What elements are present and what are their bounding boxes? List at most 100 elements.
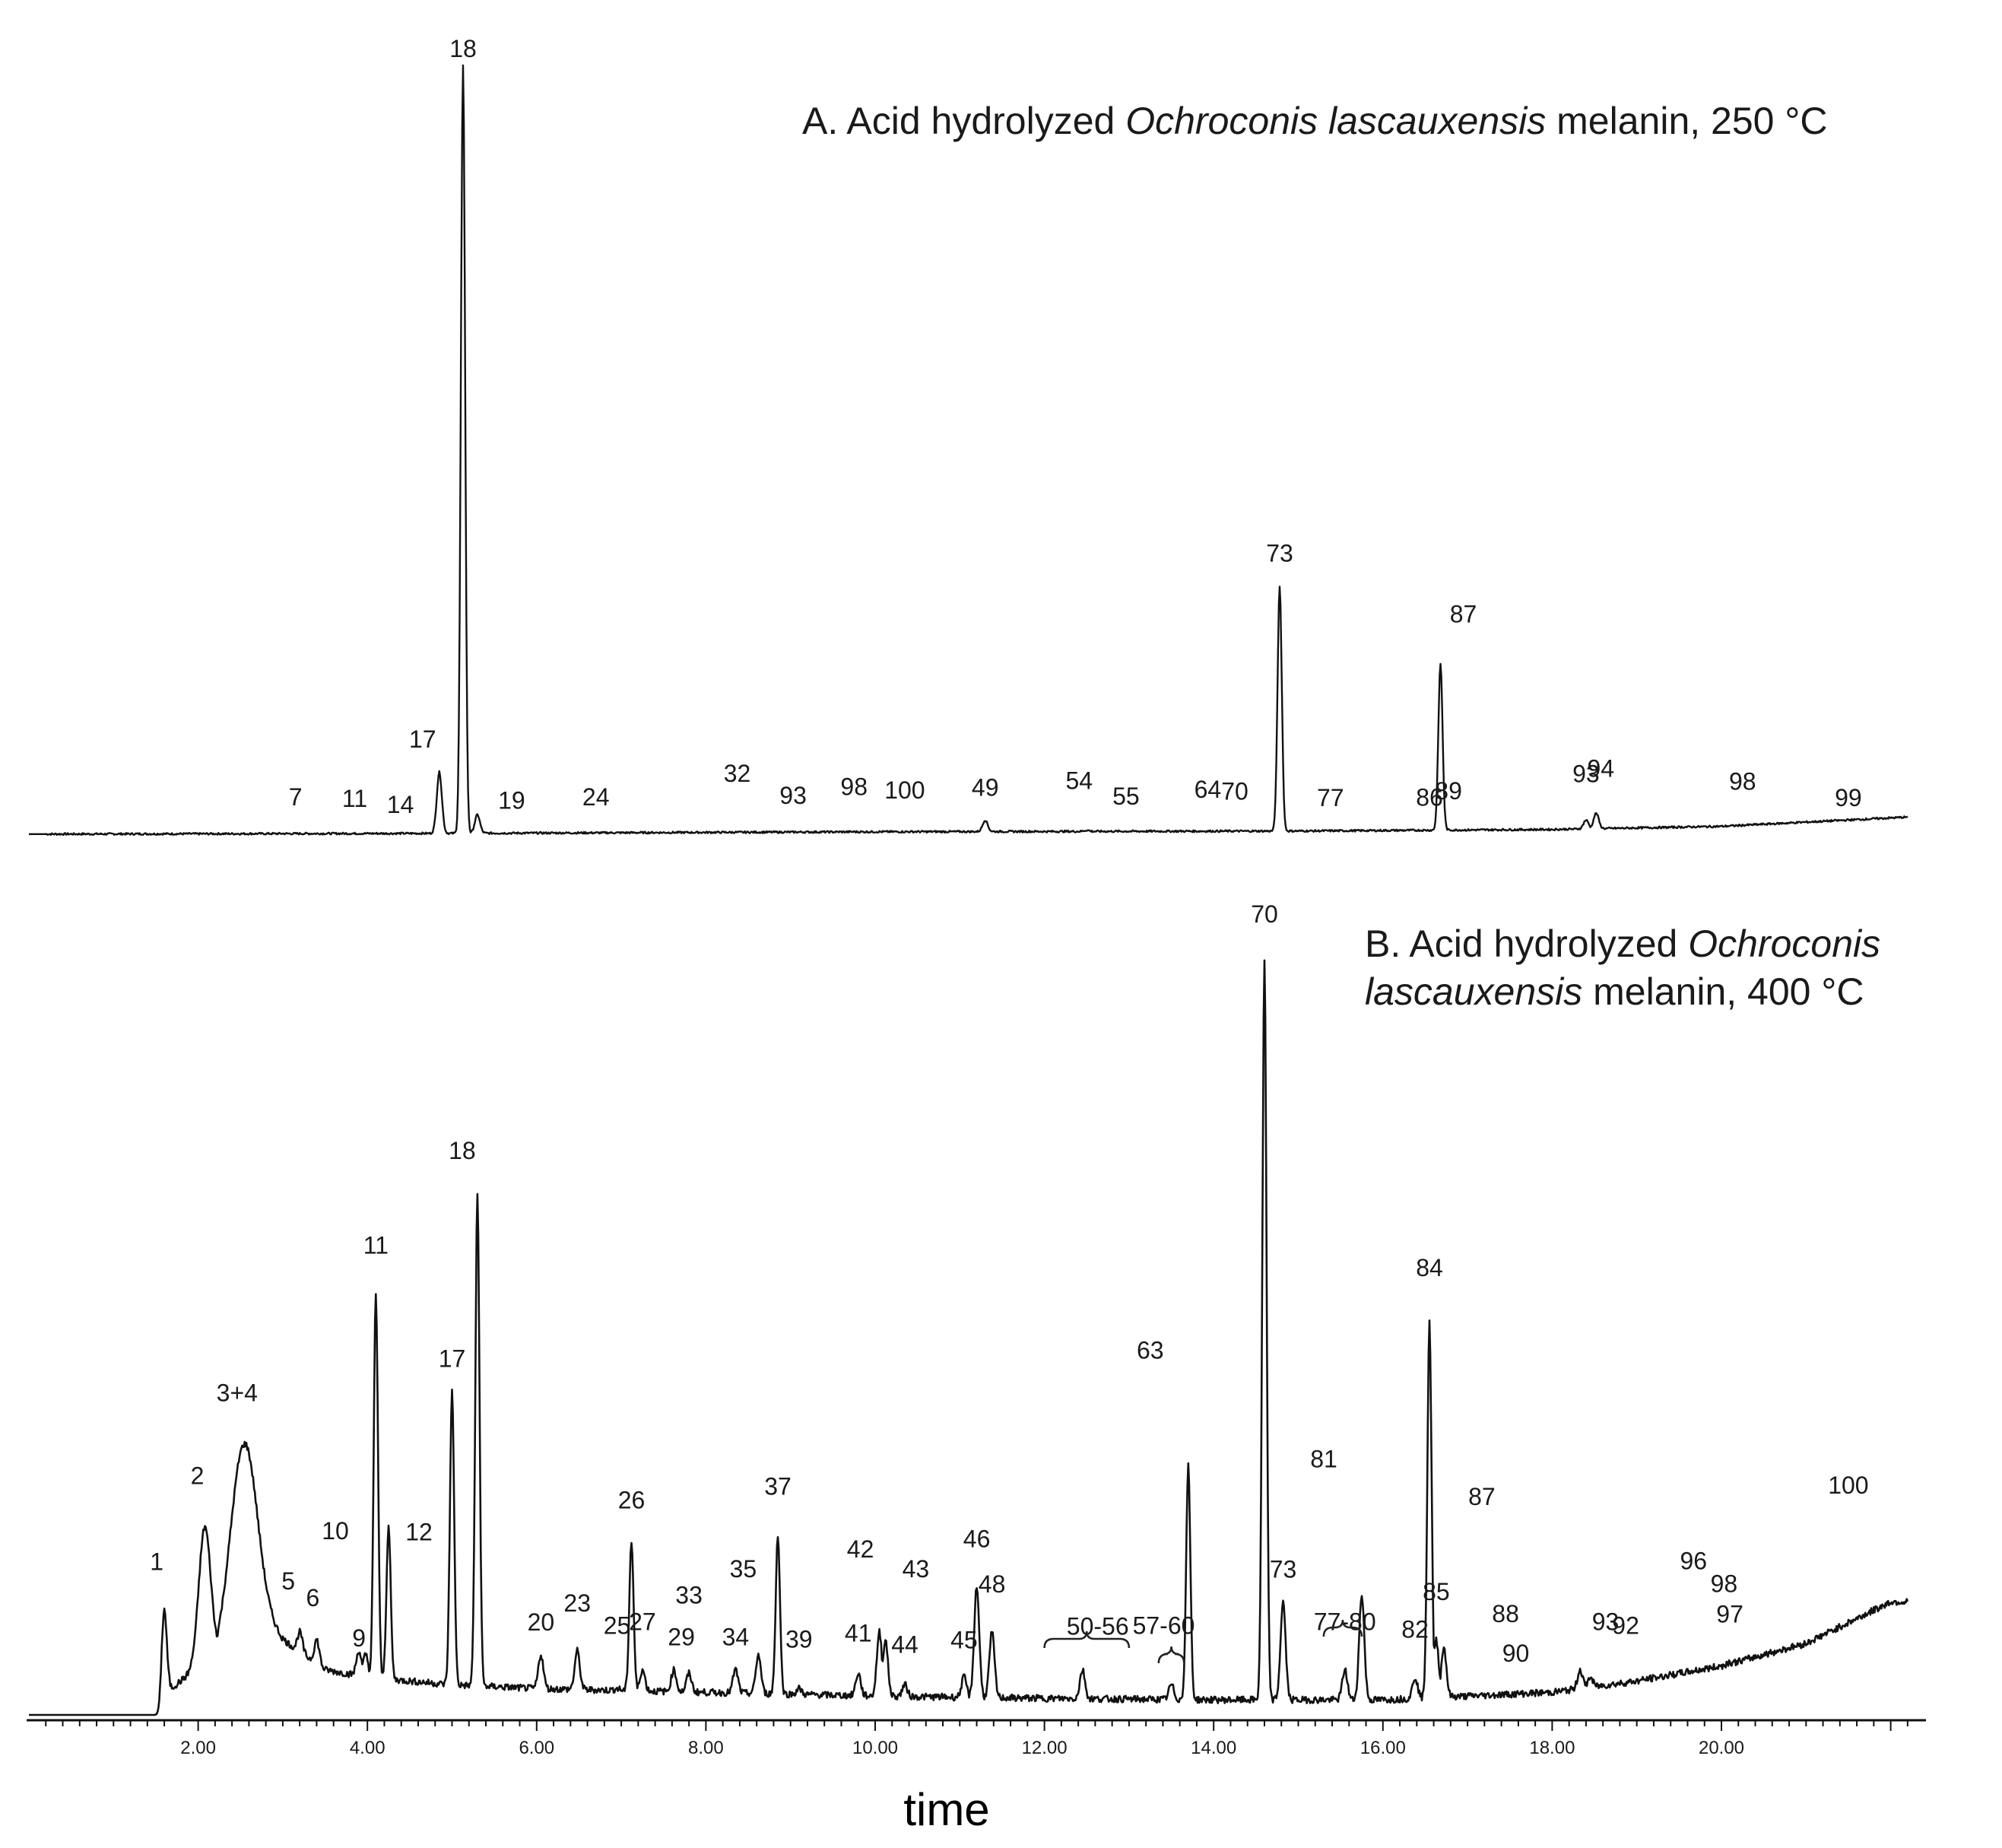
- peak-label-250c: 98: [1729, 768, 1756, 795]
- peak-label-250c: 77: [1317, 784, 1344, 811]
- peak-label-250c: 73: [1266, 539, 1293, 567]
- x-tick-label: 2.00: [180, 1738, 216, 1758]
- x-tick-label: 16.00: [1360, 1738, 1406, 1758]
- panel-b-title-species-1: Ochroconis: [1688, 922, 1881, 965]
- peak-label-250c: 93: [779, 782, 807, 809]
- peak-label-400c: 39: [785, 1625, 813, 1653]
- peak-label-400c: 98: [1711, 1570, 1738, 1598]
- peak-label-250c: 11: [342, 785, 367, 812]
- peak-label-400c: 34: [722, 1624, 750, 1651]
- peak-label-400c: 18: [449, 1137, 476, 1164]
- peak-label-400c: 26: [618, 1486, 646, 1513]
- peak-label-250c: 100: [884, 776, 925, 804]
- peak-label-400c: 27: [629, 1608, 656, 1636]
- peak-label-400c: 46: [963, 1526, 991, 1553]
- x-tick-label: 8.00: [688, 1738, 724, 1758]
- peak-label-250c: 64: [1195, 776, 1222, 803]
- peak-label-250c: 14: [387, 791, 414, 818]
- panel-b-plot: 123+456910111217182023252627293334353739…: [28, 900, 1909, 1716]
- x-tick-label: 4.00: [350, 1738, 385, 1758]
- peak-label-250c: 87: [1450, 600, 1477, 627]
- peak-label-400c: 48: [979, 1570, 1006, 1598]
- trace-400c: [28, 959, 1909, 1716]
- peak-label-250c: 70: [1221, 778, 1248, 805]
- peak-label-400c: 81: [1310, 1446, 1337, 1473]
- peak-label-400c: 42: [847, 1535, 874, 1563]
- peak-label-400c: 6: [306, 1584, 320, 1611]
- peak-label-250c: 99: [1835, 784, 1862, 811]
- peak-label-250c: 55: [1112, 783, 1140, 810]
- peak-label-250c: 18: [449, 35, 477, 62]
- peak-label-400c: 12: [405, 1519, 433, 1546]
- panel-b-title-line1: B. Acid hydrolyzed Ochroconis: [1365, 920, 1880, 968]
- peak-label-400c: 23: [563, 1589, 591, 1617]
- peak-label-250c: 89: [1435, 777, 1462, 805]
- x-tick-label: 20.00: [1699, 1738, 1744, 1758]
- peak-label-400c: 90: [1502, 1640, 1530, 1667]
- panel-a-title-species: Ochroconis lascauxensis: [1125, 100, 1547, 142]
- peak-label-400c: 100: [1828, 1472, 1868, 1499]
- peak-label-400c: 25: [604, 1611, 631, 1639]
- peak-label-400c: 20: [528, 1608, 555, 1636]
- group-bracket: [1157, 1646, 1185, 1664]
- panel-b-title-prefix: B. Acid hydrolyzed: [1365, 922, 1689, 965]
- peak-label-400c: 11: [363, 1232, 389, 1259]
- peak-label-400c: 87: [1468, 1483, 1496, 1510]
- peak-label-400c: 41: [845, 1620, 872, 1647]
- peak-label-250c: 19: [498, 786, 525, 814]
- peak-label-400c: 43: [903, 1555, 930, 1583]
- peak-label-400c: 29: [668, 1624, 695, 1651]
- peak-label-400c: 5: [281, 1567, 295, 1595]
- peak-label-250c: 49: [972, 773, 999, 801]
- peak-label-250c: 98: [840, 773, 868, 801]
- peak-label-400c: 57-60: [1133, 1611, 1195, 1639]
- group-bracket: [1322, 1619, 1363, 1637]
- peak-label-400c: 97: [1716, 1601, 1743, 1628]
- peak-label-400c: 44: [891, 1630, 919, 1658]
- peak-label-250c: 24: [582, 783, 610, 811]
- peak-label-400c: 73: [1270, 1556, 1297, 1583]
- panel-a-title-prefix: A. Acid hydrolyzed: [802, 100, 1126, 142]
- panel-a-plot: 7 11 14 17 18 19 24 32 93 98 100 49 54 55 64 70 73 77 86 87…: [28, 35, 1908, 837]
- peak-label-250c: 7: [289, 783, 303, 811]
- x-tick-label: 14.00: [1191, 1738, 1236, 1758]
- peak-label-250c: 54: [1066, 767, 1093, 795]
- peak-label-400c: 2: [191, 1462, 205, 1490]
- peak-label-400c: 84: [1416, 1254, 1443, 1281]
- x-tick-label: 18.00: [1529, 1738, 1575, 1758]
- peak-label-400c: 96: [1680, 1548, 1708, 1575]
- panel-b-title-suffix: melanin, 400 °C: [1582, 970, 1864, 1013]
- x-axis-title: time: [903, 1784, 989, 1835]
- peak-label-400c: 63: [1137, 1336, 1164, 1364]
- x-axis: 2.00 4.00 6.00 8.00 10.00 12.00 14.00 16.00 18.0…: [27, 1719, 1926, 1758]
- peak-label-250c: 93: [1572, 760, 1600, 787]
- panel-b-title-species-2: lascauxensis: [1365, 970, 1583, 1013]
- peak-label-400c: 35: [730, 1555, 757, 1583]
- panel-b-title-line2: lascauxensis melanin, 400 °C: [1365, 968, 1880, 1016]
- peak-label-400c: 82: [1401, 1616, 1429, 1643]
- panel-a-title: A. Acid hydrolyzed Ochroconis lascauxens…: [802, 97, 1827, 145]
- peak-label-250c: 94: [1588, 754, 1615, 782]
- peak-label-250c: 17: [409, 726, 436, 753]
- peak-label-400c: 77-80: [1314, 1608, 1376, 1636]
- peak-label-400c: 37: [764, 1472, 792, 1500]
- peak-label-400c: 10: [322, 1517, 349, 1545]
- panel-a-title-suffix: melanin, 250 °C: [1546, 100, 1828, 142]
- peak-label-250c: 86: [1416, 784, 1443, 811]
- peak-label-400c: 50-56: [1067, 1613, 1129, 1640]
- x-tick-label: 12.00: [1022, 1738, 1068, 1758]
- group-bracket: [1043, 1630, 1131, 1649]
- peak-label-400c: 88: [1492, 1600, 1519, 1627]
- peak-label-400c: 9: [352, 1624, 366, 1652]
- peak-label-400c: 92: [1612, 1612, 1639, 1640]
- peak-label-400c: 45: [950, 1627, 978, 1654]
- peak-label-400c: 70: [1251, 900, 1278, 928]
- peak-label-250c: 32: [724, 760, 751, 787]
- panel-b-title: B. Acid hydrolyzed Ochroconis lascauxens…: [1365, 920, 1880, 1015]
- trace-250c: [28, 64, 1908, 837]
- x-tick-label: 6.00: [519, 1738, 554, 1758]
- peak-label-400c: 3+4: [217, 1380, 258, 1407]
- peak-label-400c: 17: [439, 1345, 466, 1372]
- x-tick-label: 10.00: [852, 1738, 898, 1758]
